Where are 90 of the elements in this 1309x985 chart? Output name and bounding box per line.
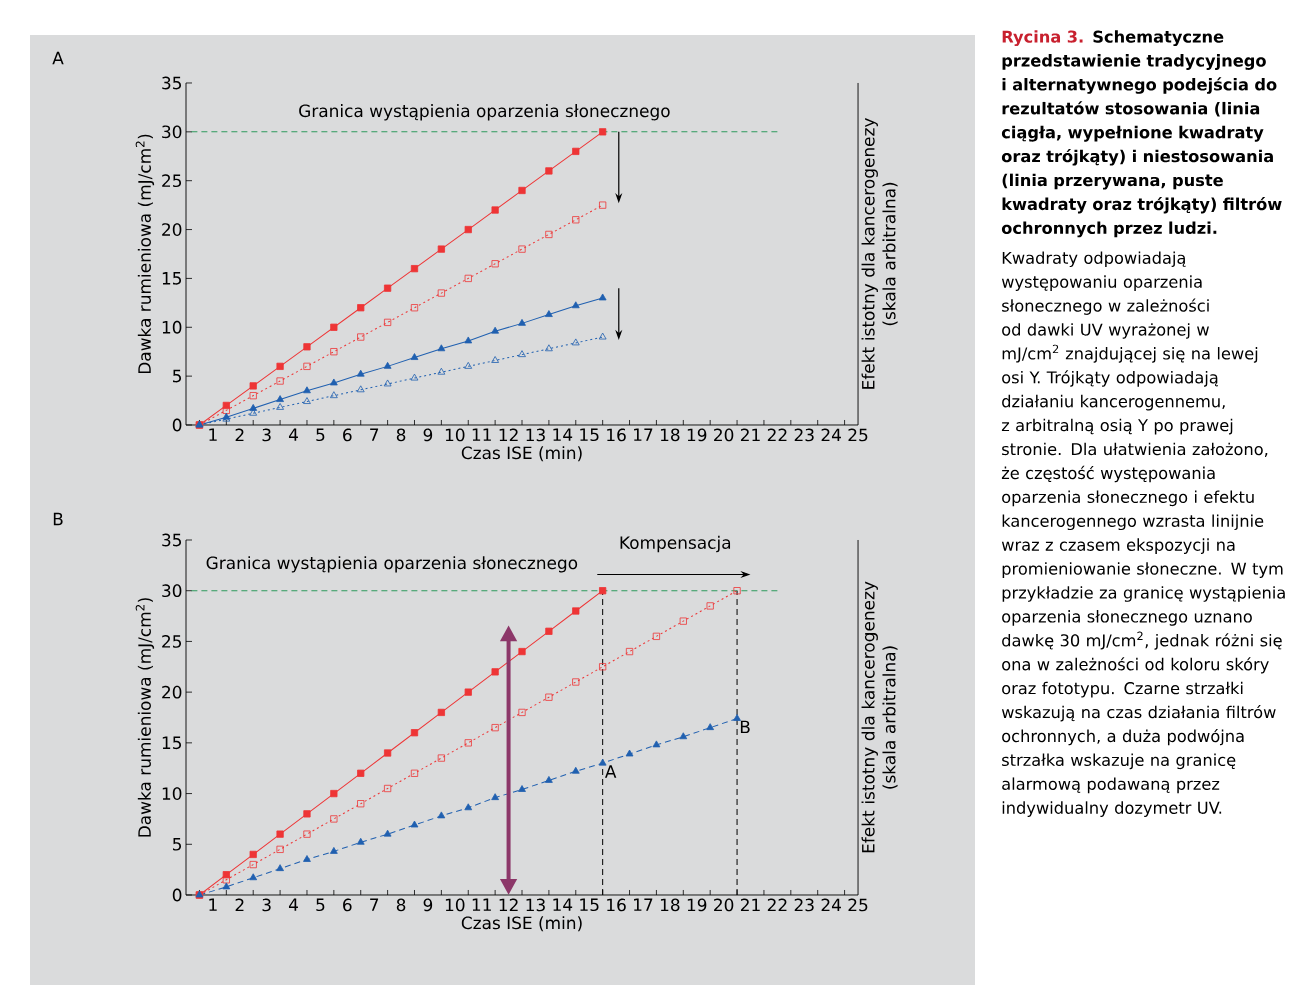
x-tick-label: 25 <box>848 898 868 912</box>
chart-title: B <box>53 512 63 526</box>
x-tick-label: 2 <box>235 898 244 912</box>
x-tick-label: 2 <box>235 428 244 442</box>
x-tick-label: 23 <box>794 428 814 442</box>
x-tick-label: 21 <box>740 898 760 912</box>
text: (linia przerywana, puste <box>1002 173 1223 190</box>
x-tick-label: 24 <box>821 898 841 912</box>
y-tick-label: 0 <box>172 888 182 902</box>
x-tick-label: 13 <box>526 898 545 912</box>
x-tick-label: 20 <box>714 898 734 912</box>
x-tick-label: 12 <box>499 898 518 912</box>
x-tick-label: 7 <box>370 428 379 441</box>
x-tick-label: 20 <box>714 428 734 442</box>
x-tick-label: 22 <box>767 428 787 442</box>
text: ochronnych przez ludzi. <box>1001 221 1217 238</box>
x-tick-label: 17 <box>634 898 653 911</box>
y-tick-label: 25 <box>162 635 181 648</box>
x-tick-label: 17 <box>634 428 653 441</box>
text: ciągła, wypełnione kwadraty <box>1001 125 1264 142</box>
y-tick-label: 35 <box>162 76 181 90</box>
y-tick-label: 35 <box>162 533 181 547</box>
text: i alternatywnego podejścia do <box>1002 77 1277 94</box>
y-tick-label: 5 <box>173 837 182 851</box>
x-tick-label: 15 <box>580 428 599 442</box>
x-tick-label: 3 <box>262 428 271 442</box>
y-axis-title: Dawka rumieniowa (mJ/cm$^{2}$) <box>135 598 155 837</box>
x-tick-label: 13 <box>526 428 545 442</box>
x-tick-label: 8 <box>396 428 406 442</box>
y-tick-label: 5 <box>173 369 182 383</box>
annotation: Kompensacja <box>620 535 731 553</box>
x-tick-label: 8 <box>396 898 406 912</box>
ref-line-label: Granica wystąpienia oparzenia słonecznego <box>206 556 578 573</box>
y-tick-label: 0 <box>172 418 182 432</box>
x-tick-label: 14 <box>553 428 573 441</box>
y-tick-label: 15 <box>162 272 181 285</box>
x-tick-label: 9 <box>423 428 433 442</box>
x-tick-label: 12 <box>499 428 518 442</box>
x-tick-label: 6 <box>343 898 352 912</box>
y2-axis-title: Efekt istotny dla kancerogenezy (skala arbitralna) <box>861 118 898 389</box>
text: kwadraty oraz trójkąty) filtrów <box>1002 196 1282 214</box>
x-tick-label: 10 <box>445 898 465 912</box>
chart-title: A <box>52 51 64 65</box>
x-tick-label: 19 <box>687 898 707 912</box>
x-axis-title: Czas ISE (min) <box>461 916 582 932</box>
x-tick-label: 18 <box>660 898 680 912</box>
y-tick-label: 10 <box>162 787 182 800</box>
text: rezultatów stosowania (linia <box>1002 101 1260 117</box>
x-tick-label: 5 <box>316 898 325 912</box>
text: Schematyczne <box>1093 30 1224 47</box>
y-tick-label: 20 <box>162 223 182 236</box>
x-tick-label: 4 <box>288 428 298 441</box>
x-tick-label: 10 <box>445 428 465 442</box>
y-tick-label: 15 <box>162 736 181 750</box>
x-tick-label: 16 <box>607 898 626 912</box>
x-tick-label: 9 <box>423 898 433 912</box>
x-tick-label: 16 <box>607 428 626 442</box>
y-tick-label: 25 <box>162 174 181 188</box>
x-tick-label: 15 <box>580 898 599 912</box>
text: przedstawienie tradycyjnego <box>1002 54 1266 70</box>
x-tick-label: 7 <box>370 898 379 911</box>
annotation: B <box>740 720 750 734</box>
ref-line-label: Granica wystąpienia oparzenia słonecznego <box>299 104 670 121</box>
x-tick-label: 24 <box>821 428 841 442</box>
x-tick-label: 21 <box>740 428 760 442</box>
x-tick-label: 22 <box>767 898 787 912</box>
annotation: A <box>604 765 617 778</box>
text: oraz trójkąty) i niestosowania <box>1001 149 1273 166</box>
x-tick-label: 5 <box>316 428 325 442</box>
x-tick-label: 23 <box>794 898 814 912</box>
y-tick-label: 10 <box>162 320 182 334</box>
x-tick-label: 11 <box>472 428 491 441</box>
x-axis-title: Czas ISE (min) <box>461 446 582 462</box>
y2-axis-title: Efekt istotny dla kancerogenezy (skala arbitralna) <box>861 581 898 853</box>
x-tick-label: 1 <box>209 898 217 911</box>
x-tick-label: 14 <box>553 898 573 911</box>
x-tick-label: 4 <box>288 898 298 911</box>
y-tick-label: 20 <box>162 685 182 699</box>
x-tick-label: 11 <box>472 898 491 911</box>
x-tick-label: 18 <box>660 428 680 442</box>
x-tick-label: 25 <box>848 428 868 442</box>
y-tick-label: 30 <box>162 584 182 598</box>
x-tick-label: 6 <box>343 428 352 442</box>
x-tick-label: 3 <box>262 898 271 912</box>
y-tick-label: 30 <box>162 125 182 139</box>
y-axis-title: Dawka rumieniowa (mJ/cm$^{2}$) <box>135 134 155 374</box>
x-tick-label: 1 <box>209 428 217 441</box>
text: Rycina 3. <box>1002 30 1083 47</box>
text: Kwadraty odpowiadają występowaniu oparzenia słonecznego w zależności od dawki UV wyrażonej w mJ/cm$^{2}$ znajdującej się na lewej osi Y. Trójkąty odpowiadają działaniu kancerogennemu, z arbitralną osią Y po prawej stronie. Dla ułatwienia założono, że częstość występowania oparzenia słonecznego i efektu kancerogennego wzrasta linijnie wraz z czasem ekspozycji na promieniowanie słoneczne. W tym przykładzie za granicę wystąpienia oparzenia słonecznego uznano dawkę 30 mJ/cm$^{2}$, jednak różni się ona w zależności od koloru skóry oraz fototypu. Czarne strzałki wskazują na czas działania filtrów ochronnych, a duża podwójna strzałka wskazuje na granicę alarmową podawaną przez indywidualny dozymetr UV. <box>1001 251 1285 818</box>
x-tick-label: 19 <box>687 428 707 442</box>
